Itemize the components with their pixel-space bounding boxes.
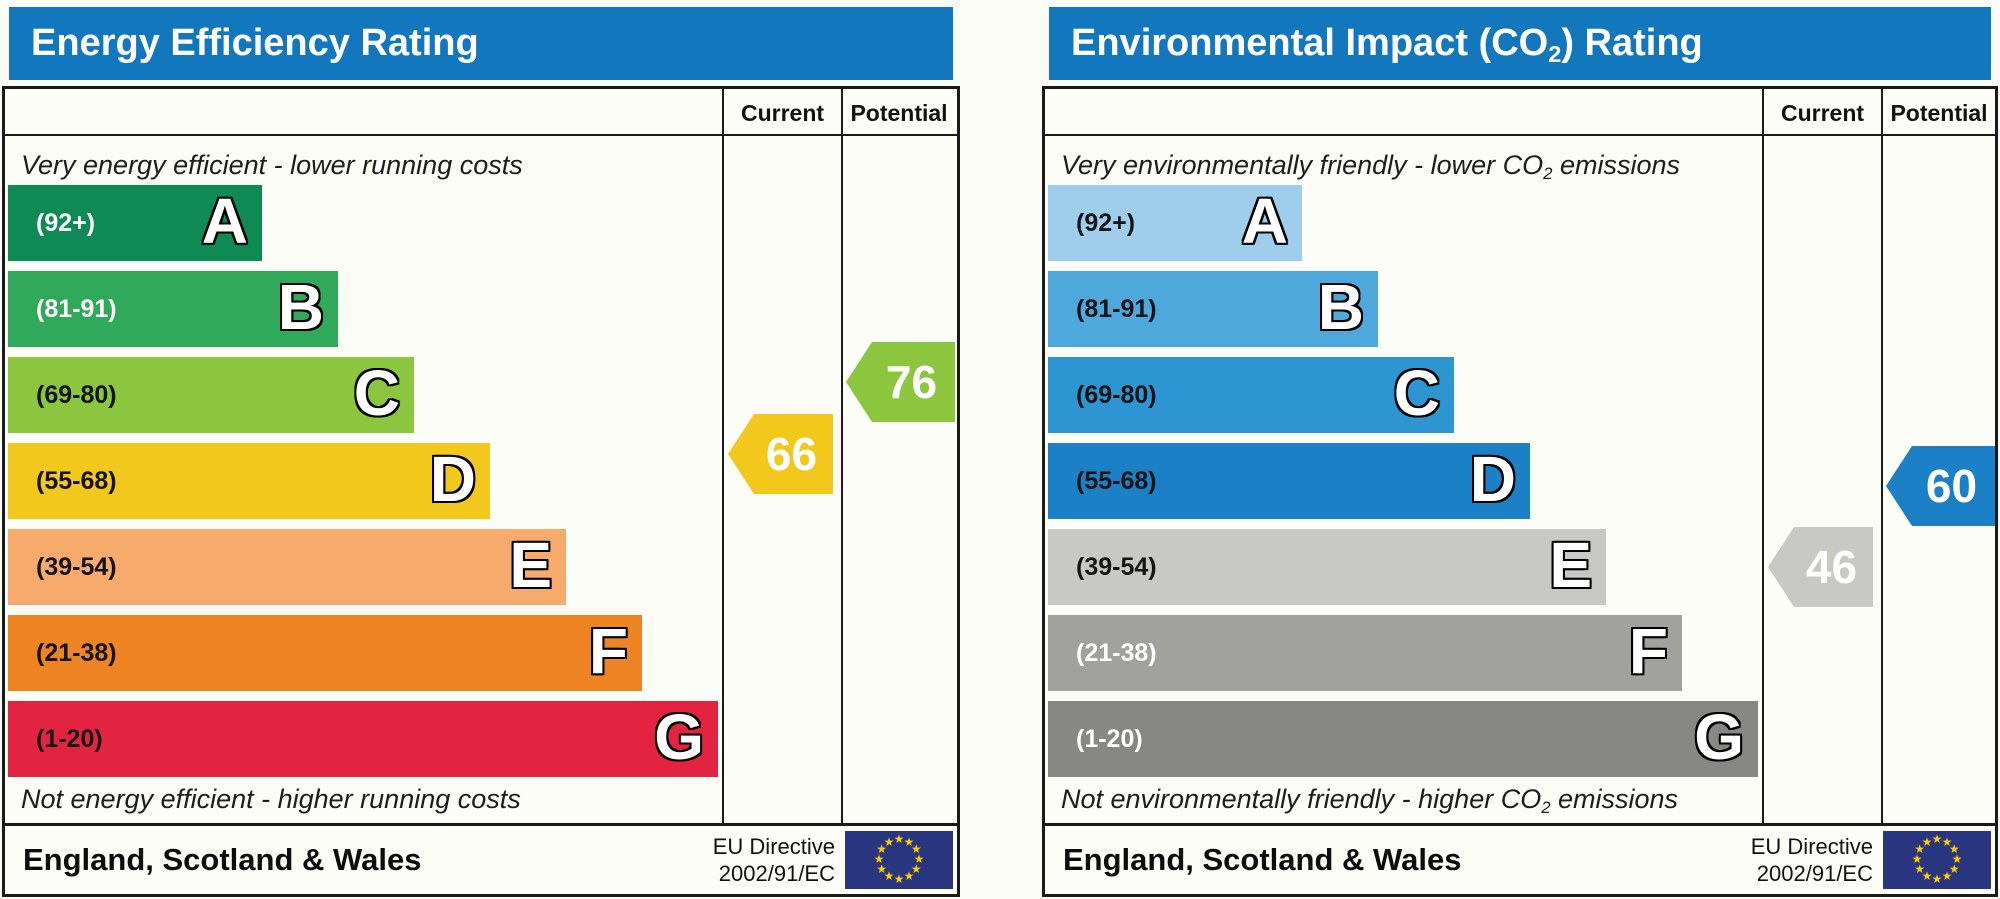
band-row-e: (39-54) E: [1048, 529, 1606, 605]
current-rating-value: 46: [1805, 541, 1858, 593]
band-row-g: (1-20) G: [1048, 701, 1758, 777]
potential-column-header: Potential: [1890, 100, 1988, 126]
band-letter: F: [1628, 615, 1668, 687]
band-row-g: (1-20) G: [8, 701, 718, 777]
caption-bottom: Not environmentally friendly - higher CO…: [1061, 784, 1679, 817]
band-letter: B: [1317, 271, 1364, 343]
band-letter: E: [1549, 529, 1592, 601]
potential-rating-value: 76: [885, 356, 938, 408]
environmental-impact-chart: Environmental Impact (CO2) Rating Curren…: [1042, 7, 1998, 897]
co2-chart-title-bar: Environmental Impact (CO2) Rating: [1049, 7, 1991, 80]
energy-chart-title: Energy Efficiency Rating: [31, 22, 479, 64]
band-letter: D: [429, 443, 476, 515]
band-range-label: (92+): [36, 209, 96, 237]
band-letter: G: [654, 701, 704, 773]
co2-rating-table: Current Potential Very environmentally f…: [1042, 86, 1998, 897]
band-range-label: (69-80): [1076, 381, 1157, 409]
band-row-d: (55-68) D: [1048, 443, 1530, 519]
band-letter: D: [1469, 443, 1516, 515]
band-letter: E: [509, 529, 552, 601]
band-row-a: (92+) A: [8, 185, 262, 261]
band-row-f: (21-38) F: [8, 615, 642, 691]
band-range-label: (1-20): [1076, 725, 1143, 753]
current-rating-arrow: 46: [1768, 527, 1873, 607]
band-letter: F: [588, 615, 628, 687]
band-range-label: (1-20): [36, 725, 103, 753]
band-letter: B: [277, 271, 324, 343]
band-letter: A: [1241, 185, 1288, 257]
current-column-header: Current: [740, 100, 825, 126]
band-range-label: (55-68): [1076, 467, 1157, 495]
band-range-label: (81-91): [1076, 295, 1157, 323]
band-row-b: (81-91) B: [8, 271, 338, 347]
potential-rating-value: 60: [1925, 460, 1978, 512]
header-row-divider: [5, 134, 957, 136]
band-row-d: (55-68) D: [8, 443, 490, 519]
header-row-divider: [1045, 134, 1995, 136]
eu-directive-label: EU Directive 2002/91/EC: [712, 834, 835, 886]
band-range-label: (21-38): [1076, 639, 1157, 667]
co2-chart-title: Environmental Impact (CO2) Rating: [1071, 22, 1703, 67]
potential-rating-arrow: 76: [846, 342, 955, 422]
eu-flag-icon: ★ ★ ★ ★ ★ ★ ★ ★ ★ ★ ★ ★: [1883, 831, 1991, 889]
band-letter: C: [353, 357, 400, 429]
potential-column-header: Potential: [850, 100, 948, 126]
band-range-label: (21-38): [36, 639, 117, 667]
footer-row-divider: [5, 823, 957, 826]
band-row-f: (21-38) F: [1048, 615, 1682, 691]
potential-rating-arrow: 60: [1886, 446, 1995, 526]
band-letter: C: [1393, 357, 1440, 429]
band-range-label: (92+): [1076, 209, 1136, 237]
band-row-e: (39-54) E: [8, 529, 566, 605]
table-footer: England, Scotland & Wales EU Directive 20…: [1045, 826, 1995, 894]
table-footer: England, Scotland & Wales EU Directive 20…: [5, 826, 957, 894]
current-rating-arrow: 66: [728, 414, 833, 494]
band-row-a: (92+) A: [1048, 185, 1302, 261]
caption-bottom: Not energy efficient - higher running co…: [21, 784, 521, 814]
current-column-divider: [1762, 89, 1764, 823]
footer-row-divider: [1045, 823, 1995, 826]
energy-efficiency-chart: Energy Efficiency Rating Current Potenti…: [2, 7, 960, 897]
band-row-c: (69-80) C: [8, 357, 414, 433]
eu-directive-label: EU Directive 2002/91/EC: [1750, 834, 1873, 886]
band-letter: A: [201, 185, 248, 257]
caption-top: Very energy efficient - lower running co…: [21, 150, 523, 180]
footer-region-label: England, Scotland & Wales: [23, 842, 422, 877]
band-row-b: (81-91) B: [1048, 271, 1378, 347]
band-range-label: (81-91): [36, 295, 117, 323]
band-range-label: (39-54): [36, 553, 117, 581]
band-range-label: (69-80): [36, 381, 117, 409]
current-column-divider: [722, 89, 724, 823]
potential-column-divider: [841, 89, 843, 823]
band-range-label: (55-68): [36, 467, 117, 495]
band-letter: G: [1694, 701, 1744, 773]
eu-flag-icon: ★ ★ ★ ★ ★ ★ ★ ★ ★ ★ ★ ★: [845, 831, 953, 889]
band-range-label: (39-54): [1076, 553, 1157, 581]
band-row-c: (69-80) C: [1048, 357, 1454, 433]
footer-region-label: England, Scotland & Wales: [1063, 842, 1462, 877]
current-column-header: Current: [1780, 100, 1865, 126]
caption-top: Very environmentally friendly - lower CO…: [1061, 150, 1681, 183]
energy-chart-title-bar: Energy Efficiency Rating: [9, 7, 953, 80]
energy-rating-table: Current Potential Very energy efficient …: [2, 86, 960, 897]
current-rating-value: 66: [765, 428, 818, 480]
potential-column-divider: [1881, 89, 1883, 823]
